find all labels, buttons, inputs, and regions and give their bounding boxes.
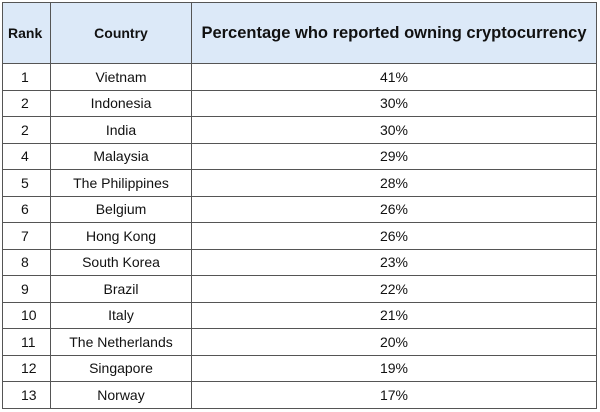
pct-cell: 17% [191,381,597,409]
country-cell: South Korea [50,248,192,276]
header-cell: Rank [2,2,51,64]
country-cell: Hong Kong [50,222,192,250]
pct-cell: 21% [191,301,597,329]
country-cell: Belgium [50,195,192,223]
rank-cell: 5 [2,169,51,197]
rank-cell: 10 [2,301,51,329]
country-cell: Singapore [50,354,192,382]
table-row: 9 Brazil 22% [2,275,597,303]
table-row: 7 Hong Kong 26% [2,222,597,250]
rank-cell: 11 [2,328,51,356]
rank-cell: 12 [2,354,51,382]
country-cell: Norway [50,381,192,409]
table-row: 10 Italy 21% [2,301,597,329]
rank-cell: 9 [2,275,51,303]
country-cell: The Netherlands [50,328,192,356]
table-row: 12 Singapore 19% [2,354,597,382]
country-cell: Brazil [50,275,192,303]
table: Rank Country Percentage who reported own… [2,2,597,409]
pct-cell: 22% [191,275,597,303]
pct-cell: 30% [191,89,597,117]
country-cell: The Philippines [50,169,192,197]
table-row: 2 Indonesia 30% [2,89,597,117]
header-row: Rank Country Percentage who reported own… [2,2,597,64]
country-cell: Italy [50,301,192,329]
table-row: 2 India 30% [2,116,597,144]
table-row: 5 The Philippines 28% [2,169,597,197]
rank-cell: 7 [2,222,51,250]
table-body: 1 Vietnam 41% 2 Indonesia 30% 2 India 30% 4 Malays… [2,63,597,409]
rank-cell: 8 [2,248,51,276]
header-cell: Country [50,2,192,64]
table-row: 13 Norway 17% [2,381,597,409]
pct-cell: 26% [191,195,597,223]
pct-cell: 20% [191,328,597,356]
country-cell: Malaysia [50,142,192,170]
pct-cell: 28% [191,169,597,197]
country-cell: Vietnam [50,63,192,91]
pct-cell: 30% [191,116,597,144]
table-row: 4 Malaysia 29% [2,142,597,170]
table-row: 8 South Korea 23% [2,248,597,276]
rank-cell: 1 [2,63,51,91]
rank-cell: 4 [2,142,51,170]
pct-cell: 41% [191,63,597,91]
rank-cell: 2 [2,116,51,144]
country-cell: India [50,116,192,144]
rank-cell: 13 [2,381,51,409]
rank-cell: 2 [2,89,51,117]
pct-cell: 29% [191,142,597,170]
country-cell: Indonesia [50,89,192,117]
pct-cell: 26% [191,222,597,250]
table-row: 11 The Netherlands 20% [2,328,597,356]
pct-cell: 23% [191,248,597,276]
table-row: 6 Belgium 26% [2,195,597,223]
table-row: 1 Vietnam 41% [2,63,597,91]
rank-cell: 6 [2,195,51,223]
pct-cell: 19% [191,354,597,382]
table-header: Rank Country Percentage who reported own… [2,2,597,64]
header-cell: Percentage who reported owning cryptocur… [191,2,597,64]
